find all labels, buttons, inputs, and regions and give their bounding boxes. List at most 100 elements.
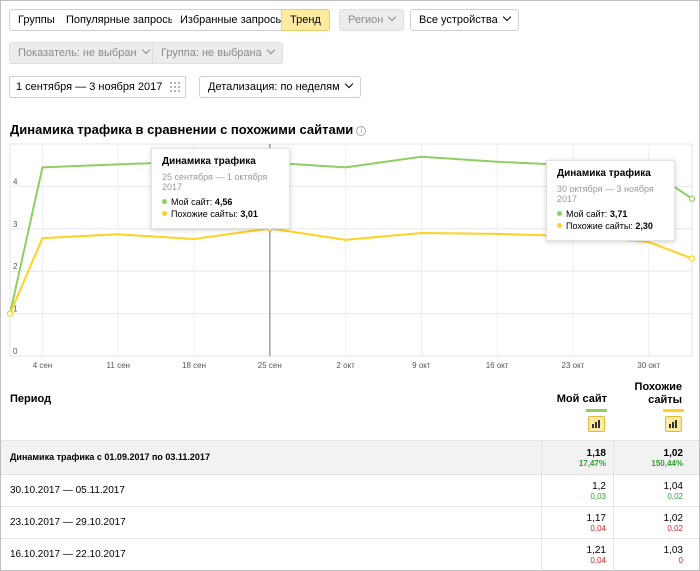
similar-sites-cell: 1,02 150,44%: [651, 448, 683, 468]
data-point: [688, 255, 696, 262]
x-tick-label: 4 сен: [33, 361, 53, 370]
similar-sites-delta: 0,02: [667, 524, 683, 533]
tooltip-range: 25 сентября — 1 октября 2017: [162, 172, 268, 192]
y-tick-label: 3: [13, 220, 18, 229]
x-tick-label: 23 окт: [562, 361, 585, 370]
info-icon[interactable]: i: [356, 126, 367, 136]
similar-sites-header-line2: сайты: [648, 394, 682, 406]
similar-sites-cell: 1,03 0: [664, 545, 683, 565]
y-tick-label: 4: [13, 177, 18, 186]
similar-sites-cell: 1,02 0,02: [664, 513, 683, 533]
table-row: 30.10.2017 — 05.11.2017 1,2 0,03 1,04 0,…: [1, 474, 699, 506]
column-divider: [613, 475, 614, 506]
column-divider: [541, 475, 542, 506]
devices-label: Все устройства: [419, 14, 498, 26]
similar-sites-delta: 0,02: [667, 492, 683, 501]
y-tick-label: 2: [13, 262, 18, 271]
chevron-down-icon: [388, 12, 397, 22]
table-row: 16.10.2017 — 22.10.2017 1,21 0,04 1,03 0: [1, 538, 699, 571]
indicator-dropdown[interactable]: Показатель: не выбран: [9, 42, 158, 64]
similar-sites-value: 1,02: [663, 448, 683, 459]
x-tick-label: 2 окт: [336, 361, 355, 370]
tooltip-my-label: Мой сайт:: [566, 209, 608, 219]
my-site-cell: 1,21 0,04: [587, 545, 606, 565]
tooltip-sim-label: Похожие сайты:: [566, 221, 633, 231]
detail-label: Детализация: по неделям: [208, 81, 340, 93]
tooltip-title: Динамика трафика: [162, 156, 256, 167]
my-site-dot: [162, 199, 167, 204]
tab-trend[interactable]: Тренд: [281, 9, 330, 31]
indicator-label: Показатель: не выбран: [18, 47, 137, 59]
tooltip-sim-label: Похожие сайты:: [171, 209, 238, 219]
column-divider: [613, 539, 614, 571]
my-site-value: 1,2: [592, 481, 606, 492]
my-site-delta: 17,47%: [578, 459, 606, 468]
x-tick-label: 18 сен: [182, 361, 206, 370]
similar-sites-delta: 150,44%: [651, 459, 683, 468]
similar-sites-dot: [557, 223, 562, 228]
chevron-down-icon: [266, 45, 275, 55]
my-site-delta: 0,04: [590, 556, 606, 565]
table-header: Период Мой сайт Похожие сайты: [1, 378, 699, 440]
column-divider: [613, 507, 614, 538]
tab-groups[interactable]: Группы: [9, 9, 64, 31]
data-point: [688, 195, 696, 202]
date-range-value: 1 сентября — 3 ноября 2017: [16, 81, 163, 93]
data-point: [6, 310, 14, 317]
my-site-delta: 0,03: [590, 492, 606, 501]
column-divider: [541, 507, 542, 538]
similar-sites-value: 1,02: [663, 513, 683, 524]
tab-popular-queries[interactable]: Популярные запросы: [58, 9, 185, 31]
period-header: Период: [10, 393, 52, 405]
chevron-down-icon: [141, 45, 150, 55]
similar-sites-value: 1,04: [663, 481, 683, 492]
tooltip-my-label: Мой сайт:: [171, 197, 213, 207]
my-site-cell: 1,18 17,47%: [579, 448, 606, 468]
bar-chart-icon: [669, 420, 677, 428]
period-label: Динамика трафика с 01.09.2017 по 03.11.2…: [10, 452, 210, 462]
tooltip-range: 30 октября — 3 ноября 2017: [557, 184, 654, 204]
group-dropdown[interactable]: Группа: не выбрана: [152, 42, 283, 64]
x-tick-label: 11 сен: [107, 361, 130, 370]
similar-sites-delta: 0: [678, 556, 683, 565]
my-site-value: 1,18: [586, 448, 606, 459]
my-site-delta: 0,04: [590, 524, 606, 533]
similar-sites-chart-toggle[interactable]: [665, 416, 682, 432]
period-label: 16.10.2017 — 22.10.2017: [10, 549, 126, 560]
table-row: 23.10.2017 — 29.10.2017 1,17 0,04 1,02 0…: [1, 506, 699, 538]
tooltip-sim-value: 3,01: [240, 209, 258, 219]
chart-title: Динамика трафика в сравнении с похожими …: [10, 122, 367, 137]
similar-sites-dot: [162, 211, 167, 216]
tooltip-my-value: 4,56: [214, 197, 233, 207]
chart-tooltip: Динамика трафика 30 октября — 3 ноября 2…: [546, 160, 675, 241]
my-site-header: Мой сайт: [556, 393, 607, 405]
plot-area: [9, 143, 693, 357]
tab-favorite-queries[interactable]: Избранные запросы: [172, 9, 293, 31]
calendar-icon[interactable]: [170, 82, 181, 92]
detail-dropdown[interactable]: Детализация: по неделям: [199, 76, 361, 98]
my-site-dot: [557, 211, 562, 216]
y-tick-label: 1: [13, 305, 18, 314]
my-site-cell: 1,2 0,03: [590, 481, 606, 501]
similar-sites-value: 1,03: [663, 545, 683, 556]
x-tick-label: 9 окт: [412, 361, 431, 370]
column-divider: [541, 539, 542, 571]
chart-title-text: Динамика трафика в сравнении с похожими …: [10, 122, 354, 137]
similar-sites-header: Похожие сайты: [635, 381, 682, 407]
tooltip-sim-value: 2,30: [635, 221, 653, 231]
devices-dropdown[interactable]: Все устройства: [410, 9, 519, 31]
chart-tooltip: Динамика трафика 25 сентября — 1 октября…: [151, 148, 290, 229]
similar-sites-cell: 1,04 0,02: [664, 481, 683, 501]
region-dropdown[interactable]: Регион: [339, 9, 405, 31]
my-site-chart-toggle[interactable]: [588, 416, 605, 432]
my-site-value: 1,21: [586, 545, 606, 556]
table-row-total: Динамика трафика с 01.09.2017 по 03.11.2…: [1, 440, 699, 474]
x-tick-label: 25 сен: [258, 361, 282, 370]
similar-sites-color-bar: [663, 409, 684, 412]
chevron-down-icon: [344, 79, 353, 89]
x-tick-label: 30 окт: [637, 361, 660, 370]
date-range-input[interactable]: 1 сентября — 3 ноября 2017: [9, 76, 186, 98]
column-divider: [613, 441, 614, 474]
my-site-value: 1,17: [586, 513, 606, 524]
similar-sites-header-line1: Похожие: [634, 381, 682, 393]
